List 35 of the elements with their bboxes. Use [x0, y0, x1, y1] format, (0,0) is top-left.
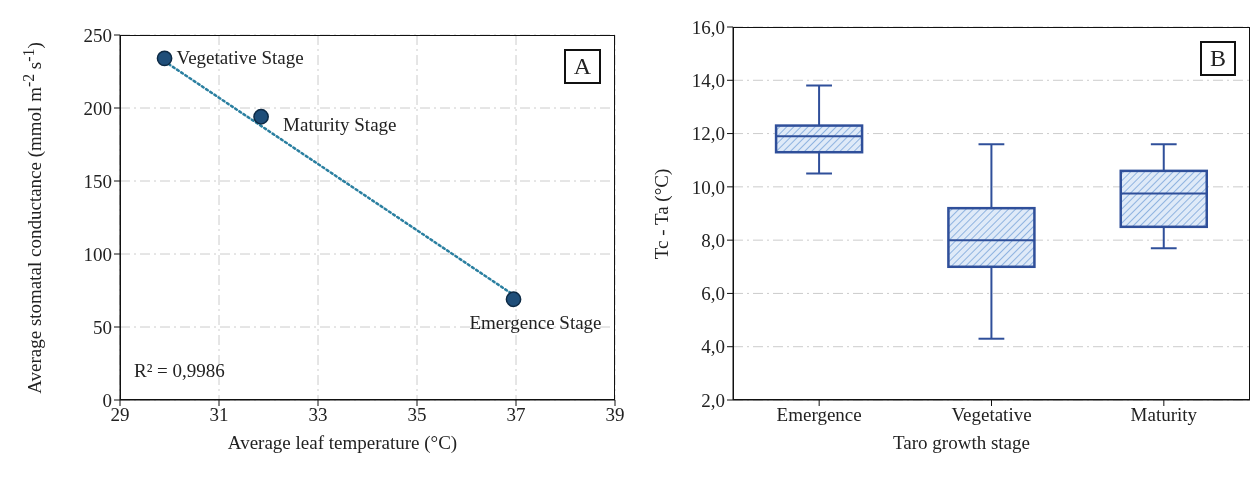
x-tick-label: 33	[308, 404, 328, 426]
y-tick-label: 4,0	[701, 336, 725, 358]
y-tick-label: 250	[83, 24, 112, 46]
y-tick-label: 8,0	[701, 229, 725, 251]
y-tick-label: 16,0	[691, 16, 725, 38]
annotation: Maturity Stage	[283, 113, 397, 135]
y-tick-label: 6,0	[701, 283, 725, 305]
y-tick-label: 12,0	[691, 123, 725, 145]
x-tick-label: 35	[407, 404, 427, 426]
y-tick-label: 50	[93, 316, 112, 338]
x-tick-label: 37	[506, 404, 526, 426]
annotation: A	[563, 49, 601, 84]
y-tick-label: 10,0	[691, 176, 725, 198]
y-tick-label: 0	[102, 389, 112, 411]
x-tick-label: 31	[209, 404, 229, 426]
x-tick-label: Maturity	[1130, 404, 1198, 426]
x-tick-label: Emergence	[776, 404, 862, 426]
point	[156, 50, 173, 67]
annotation: Vegetative Stage	[176, 47, 304, 69]
x-tick-label: Vegetative	[951, 404, 1032, 426]
y-tick-label: 150	[83, 170, 112, 192]
annotation: B	[1199, 41, 1236, 76]
annotation: Emergence Stage	[469, 312, 602, 334]
point	[253, 108, 269, 125]
y-tick-label: 100	[83, 243, 112, 265]
point	[505, 291, 522, 308]
y-tick-label: 200	[83, 97, 112, 119]
y-tick-label: 14,0	[691, 70, 725, 92]
annotation: R² = 0,9986	[134, 360, 225, 382]
x-axis-title: Average leaf temperature (°C)	[226, 432, 459, 454]
x-tick-label: 29	[110, 404, 130, 426]
x-axis-title: Taro growth stage	[892, 432, 1031, 454]
y-axis-title: Tc - Ta (°C)	[650, 167, 673, 261]
x-tick-label: 39	[605, 404, 625, 426]
y-tick-label: 2,0	[701, 389, 725, 411]
